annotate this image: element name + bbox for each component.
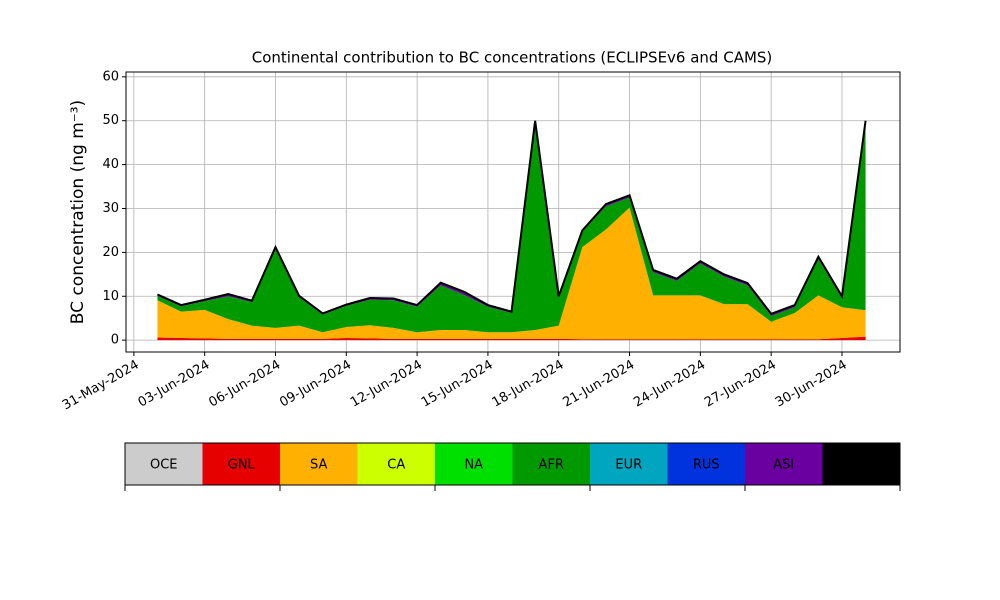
x-tick-label: 24-Jun-2024 [631,358,708,411]
x-tick-label: 27-Jun-2024 [702,358,779,411]
legend-label: ASI [773,458,794,473]
y-tick-label: 40 [102,157,119,172]
x-tick-label: 03-Jun-2024 [136,358,213,411]
legend-label: EUR [615,458,642,473]
y-tick-label: 0 [111,333,119,348]
legend-label: GNL [228,458,256,473]
legend-swatch [745,443,823,485]
legend-label: SA [310,458,327,473]
legend-swatch [822,443,900,485]
y-tick-label: 50 [102,113,119,128]
area [157,123,866,333]
y-tick-label: 10 [102,289,119,304]
x-tick-label: 12-Jun-2024 [348,358,425,411]
legend-label: NA [464,458,483,473]
y-tick-label: 60 [102,69,119,84]
y-tick-label: 20 [102,245,119,260]
legend-label: AFR [539,458,564,473]
x-tick-label: 30-Jun-2024 [773,358,850,411]
legend-swatch [357,443,435,485]
legend-label: AUS [848,458,875,473]
legend-frame [124,442,901,486]
x-tick-label: 15-Jun-2024 [419,358,496,411]
legend-label: OCE [150,458,178,473]
legend-label: CA [387,458,405,473]
x-tick-label: 18-Jun-2024 [490,358,567,411]
legend-swatch [590,443,668,485]
y-axis-label: BC concentration (ng m⁻³) [68,100,88,324]
total-outline [157,120,867,316]
x-tick-label: 06-Jun-2024 [206,358,283,411]
legend-swatch [125,443,203,485]
legend-swatch [667,443,745,485]
x-tick-label: 21-Jun-2024 [560,358,637,411]
area [157,207,866,340]
x-tick-label: 09-Jun-2024 [277,358,354,411]
y-tick-label: 30 [102,201,119,216]
legend-swatch [435,443,513,485]
plot-frame [125,71,901,353]
legend-swatch [202,443,280,485]
chart-title: Continental contribution to BC concentra… [252,49,773,67]
legend-swatch [512,443,590,485]
legend-label: RUS [693,458,720,473]
legend-swatch [280,443,358,485]
x-tick-label: 31-May-2024 [60,358,142,414]
